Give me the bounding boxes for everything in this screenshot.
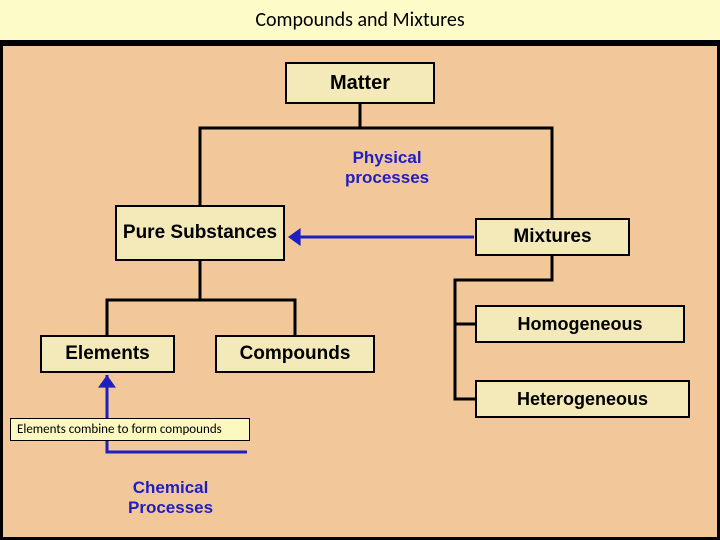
node-homogeneous: Homogeneous [475, 305, 685, 343]
label-physical-line1: Physical [353, 148, 422, 167]
node-elements: Elements [40, 335, 175, 373]
diagram-canvas [0, 43, 720, 540]
label-physical-line2: processes [345, 168, 429, 187]
label-physical-processes: Physical processes [345, 148, 429, 188]
node-pure-substances: Pure Substances [115, 205, 285, 261]
diagram-stage: Compounds and Mixtures Matter Pure Subst… [0, 0, 720, 540]
label-chemical-line2: Processes [128, 498, 213, 517]
page-title: Compounds and Mixtures [0, 0, 720, 43]
node-heterogeneous: Heterogeneous [475, 380, 690, 418]
label-chemical-processes: Chemical Processes [128, 478, 213, 518]
node-matter: Matter [285, 62, 435, 104]
node-mixtures: Mixtures [475, 218, 630, 256]
node-compounds: Compounds [215, 335, 375, 373]
caption-elements-combine: Elements combine to form compounds [10, 418, 250, 441]
label-chemical-line1: Chemical [133, 478, 209, 497]
